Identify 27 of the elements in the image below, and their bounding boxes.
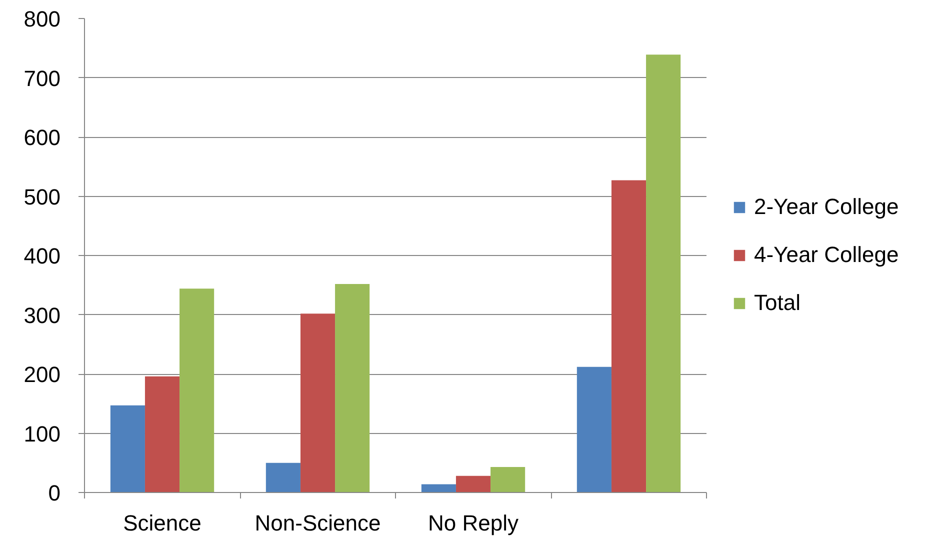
bar (646, 54, 681, 492)
bar (576, 366, 612, 492)
bar (611, 180, 646, 492)
y-tick-label: 300 (24, 302, 61, 328)
y-tick-label: 800 (24, 6, 61, 32)
bar (300, 314, 336, 492)
legend-label: Total (754, 290, 800, 316)
bar (110, 405, 145, 492)
y-tick-label: 400 (24, 244, 61, 268)
bar (421, 484, 456, 492)
y-tick-label: 700 (24, 66, 61, 91)
legend-label: 2-Year College (754, 194, 899, 220)
bar (456, 476, 491, 492)
bar (144, 376, 180, 492)
x-tick-label: Non-Science (254, 510, 381, 536)
bar (266, 462, 300, 492)
y-tick-label: 0 (48, 480, 61, 506)
bar (335, 284, 370, 492)
bar (180, 288, 214, 492)
bar (490, 467, 526, 492)
legend-label: 4-Year College (754, 242, 899, 268)
y-tick-label: 200 (24, 362, 61, 387)
x-tick-label: Science (123, 510, 202, 536)
y-tick-label: 500 (24, 184, 61, 210)
y-tick-label: 600 (24, 125, 61, 150)
y-tick-label: 100 (24, 421, 61, 446)
x-tick-label: No Reply (428, 510, 518, 536)
